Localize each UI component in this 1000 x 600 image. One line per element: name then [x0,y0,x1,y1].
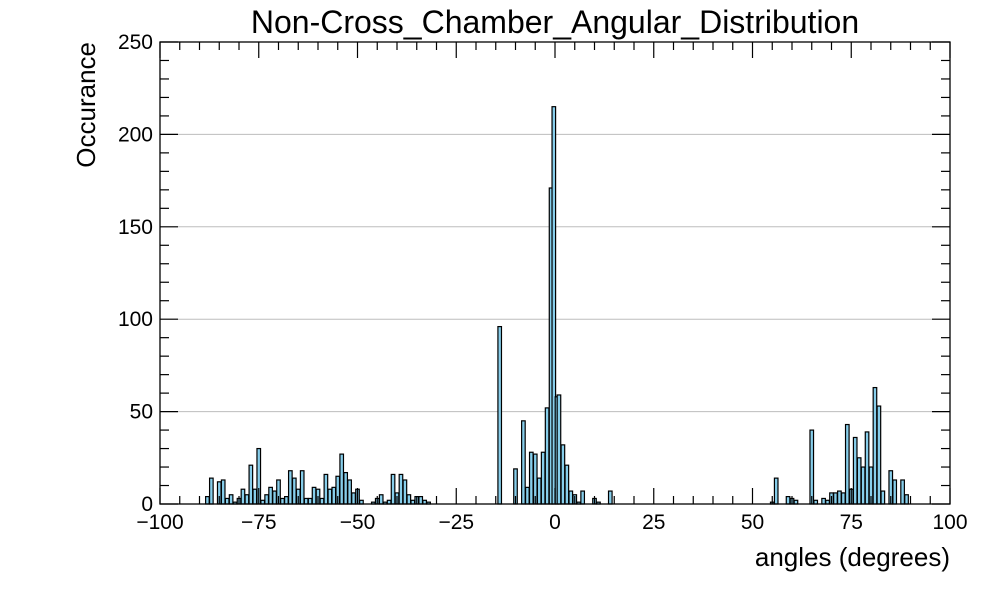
histogram-bar [240,488,246,505]
histogram-bar [220,479,226,505]
histogram-bar [864,431,870,505]
histogram-bar [785,496,791,505]
histogram-bar [580,490,586,505]
histogram-bar [773,477,779,505]
x-tick-label: 100 [932,511,967,534]
histogram-bar [205,496,210,505]
histogram-bar [291,477,297,505]
histogram-bar [876,405,882,505]
histogram-bar [319,497,325,505]
histogram-bar [264,494,270,505]
y-tick-label: 200 [118,123,153,146]
histogram-bar [821,497,826,505]
histogram-bar [860,466,866,505]
histogram-bar [284,496,289,505]
y-tick-label: 250 [118,31,153,54]
histogram-bar [343,471,349,505]
histogram-bar [303,497,309,505]
x-tick-label: −50 [340,511,376,534]
histogram-bar [339,453,345,505]
histogram-bar [521,420,526,505]
histogram-bar [208,477,214,505]
histogram-bar [560,444,566,505]
histogram-bar [311,486,317,505]
histogram-bar [856,457,862,505]
y-tick-labels: 0 50 100 150 200 250 [118,31,153,516]
histogram-bar [880,490,886,505]
histogram-bar [224,497,230,505]
histogram-bar [524,486,530,505]
histogram-bar [299,470,305,505]
histogram-bar [351,492,356,505]
histogram-bar [398,473,404,505]
axis-ticks [159,41,951,505]
histogram-bar [390,473,396,505]
histogram-bar [406,494,412,505]
histogram-bar [268,486,273,505]
histogram-bar [228,494,234,505]
x-tick-label: 50 [741,511,764,534]
histogram-bar [323,473,329,505]
x-axis-label: angles (degrees) [755,542,950,572]
x-tick-label: 0 [549,511,561,534]
histogram-bar [287,470,293,505]
histogram-bar [809,429,815,505]
y-tick-label: 0 [141,493,153,516]
histogram-bar [307,497,313,505]
histogram-bar [852,436,858,505]
y-tick-label: 100 [118,308,153,331]
x-tick-label: 25 [642,511,665,534]
histogram-bar [544,407,550,505]
histogram-bar [497,325,503,505]
histogram-bar [540,451,546,505]
histogram-bar [528,451,534,505]
y-tick-label: 50 [130,401,153,424]
histogram-bar [900,479,905,505]
x-tick-label: −25 [438,511,474,534]
histogram-bar [536,477,542,505]
chart-title: Non-Cross_Chamber_Angular_Distribution [251,4,859,40]
histogram-bar [556,394,562,505]
histogram-bar [904,494,909,505]
histogram-bar [418,496,424,505]
histogram-bar [833,492,838,505]
histogram-bar [378,494,384,505]
histogram-bar [844,423,850,505]
x-tick-label: 75 [840,511,863,534]
histogram-bar [402,479,408,505]
histogram-bar [244,494,250,505]
histogram-bars [205,106,909,505]
histogram-bar [568,490,574,505]
histogram-bar [872,386,878,505]
histogram-bar [564,464,570,505]
y-axis-label: Occurance [71,42,101,168]
histogram-bar [892,479,898,505]
x-tick-label: −100 [136,511,183,534]
histogram-bar [347,479,352,505]
histogram-bar [607,490,613,505]
histogram-bar [280,497,285,505]
histogram-bar [837,490,842,505]
histogram-bar [248,464,254,505]
histogram-bar [840,492,846,505]
histogram-bar [272,490,277,505]
histogram-bar [327,488,333,505]
x-tick-label: −75 [241,511,277,534]
y-tick-label: 150 [118,216,153,239]
x-tick-labels: −100 −75 −50 −25 0 25 50 75 100 [136,511,967,534]
histogram-bar [252,488,258,505]
histogram-bar [331,486,337,505]
